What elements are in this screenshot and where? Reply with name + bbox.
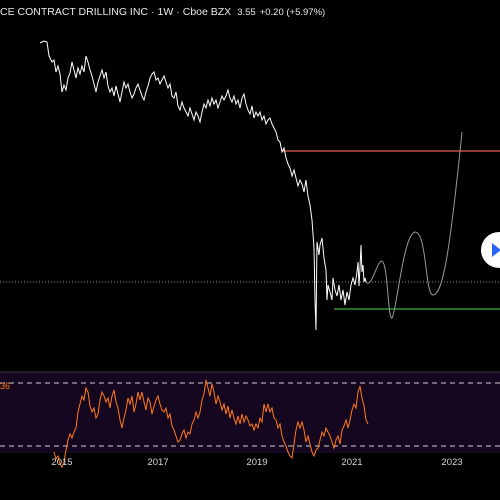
header-separator: · bbox=[151, 6, 155, 18]
projection-path[interactable] bbox=[365, 131, 463, 319]
interval-label[interactable]: 1W bbox=[157, 6, 174, 18]
x-tick-label: 2023 bbox=[441, 457, 463, 468]
price-series-line[interactable] bbox=[39, 40, 367, 331]
price-change: +0.20 (+5.97%) bbox=[259, 7, 326, 18]
x-tick-label: 2019 bbox=[246, 457, 268, 468]
price-value: 3.55 bbox=[237, 7, 256, 18]
x-tick-label: 2015 bbox=[51, 457, 73, 468]
header-separator: · bbox=[176, 6, 180, 18]
x-tick-label: 2021 bbox=[341, 457, 363, 468]
x-tick-label: 2017 bbox=[147, 457, 169, 468]
chart-header: CE CONTRACT DRILLING INC · 1W · Cboe BZX 3.55… bbox=[0, 6, 325, 22]
scroll-to-realtime-button[interactable] bbox=[481, 232, 500, 268]
symbol-title[interactable]: CE CONTRACT DRILLING INC bbox=[0, 6, 148, 18]
play-arrow-icon bbox=[492, 243, 500, 257]
oscillator-panel bbox=[0, 372, 500, 453]
exchange-label: Cboe BZX bbox=[182, 6, 232, 18]
oscillator-value-label: 36 bbox=[0, 381, 11, 391]
oscillator-series-line[interactable] bbox=[53, 379, 369, 469]
